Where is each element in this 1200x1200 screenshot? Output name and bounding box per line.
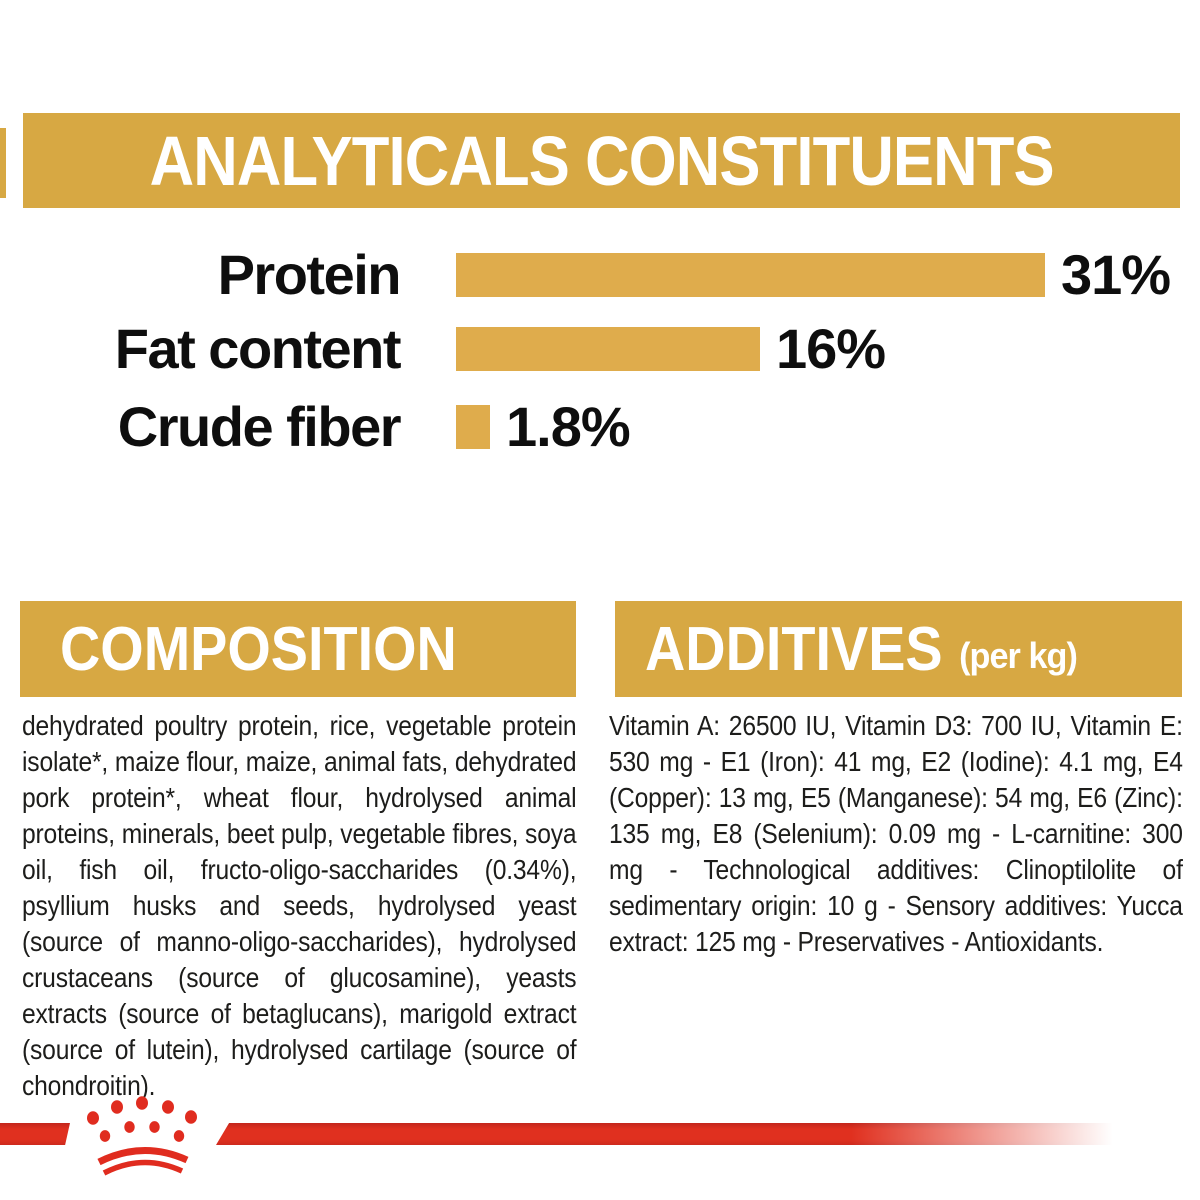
additives-text: Vitamin A: 26500 IU, Vitamin D3: 700 IU,… [609,710,1183,957]
chart-bar [456,327,760,371]
chart-value: 1.8% [506,395,631,458]
footer-red-rule-right [216,1123,1150,1145]
gold-edge-sliver [0,128,6,198]
additives-header-bar: ADDITIVES (per kg) [615,601,1182,697]
composition-text: dehydrated poultry protein, rice, vegeta… [22,710,577,1101]
analyticals-title: ANALYTICALS CONSTITUENTS [149,121,1054,200]
royal-canin-crown-icon [87,1096,197,1176]
chart-row: Fat content 16% [0,317,1200,380]
chart-bar [456,253,1045,297]
chart-row-label: Crude fiber [117,395,402,458]
chart-value: 16% [776,317,886,380]
footer-red-rule-left [0,1123,70,1145]
chart-row: Protein 31% [0,243,1200,306]
chart-row-label: Protein [217,243,402,306]
composition-title: COMPOSITION [60,614,457,684]
constituents-bar-chart: Protein 31% Fat content 16% Crude fiber 1.8% [0,0,1200,500]
chart-row: Crude fiber 1.8% [0,395,1200,458]
additives-per-kg-label: (per kg) [958,635,1078,676]
chart-bar [456,405,490,449]
analyticals-header-bar: ANALYTICALS CONSTITUENTS [23,113,1180,208]
chart-row-label: Fat content [114,317,402,380]
composition-header-bar: COMPOSITION [20,601,576,697]
chart-value: 31% [1061,243,1171,306]
additives-title: ADDITIVES [645,614,943,684]
